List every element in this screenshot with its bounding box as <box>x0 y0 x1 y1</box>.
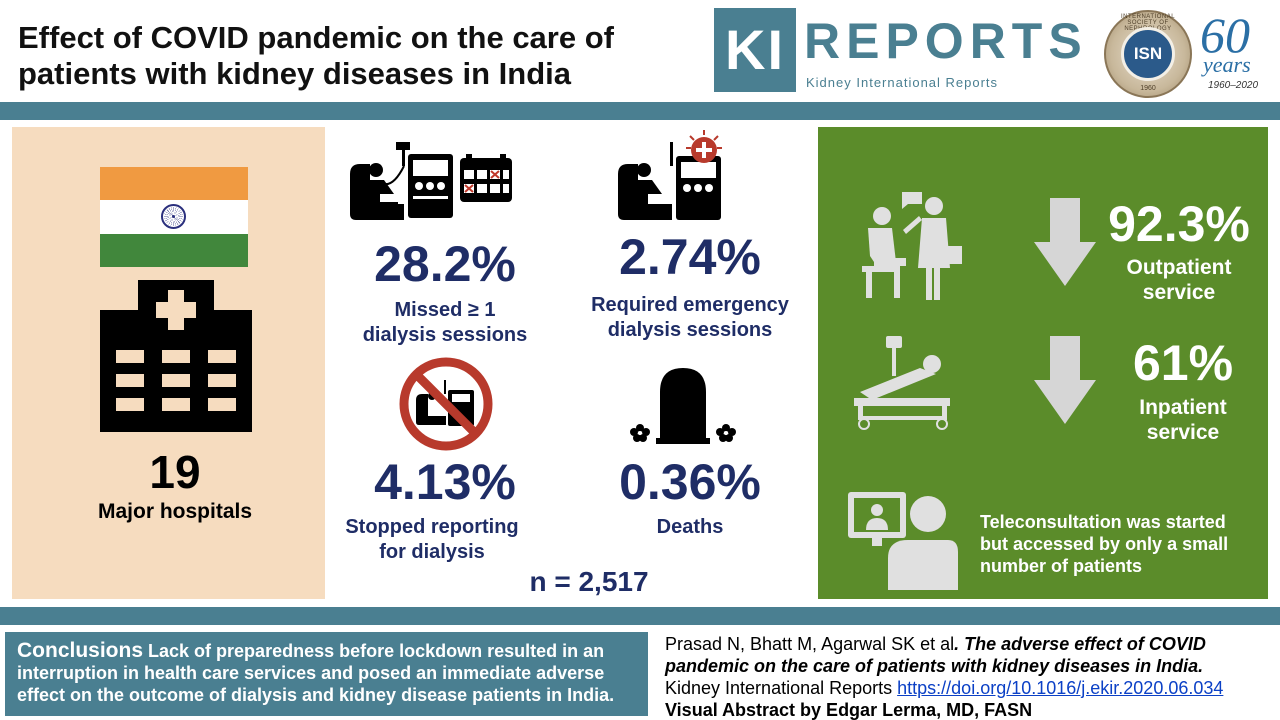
missed-dialysis-label-line2: dialysis sessions <box>362 324 528 346</box>
conclusions-text: Lack of preparedness before lockdown res… <box>17 641 615 705</box>
conclusions-box: Conclusions Lack of preparedness before … <box>5 632 648 716</box>
stopped-reporting-label: Stopped reporting for dialysis <box>302 515 562 565</box>
page-title: Effect of COVID pandemic on the care of … <box>18 20 614 91</box>
stopped-reporting-percent: 4.13% <box>374 454 516 510</box>
emergency-dialysis-label-line2: dialysis sessions <box>607 319 773 341</box>
sample-size: n = 2,517 <box>529 566 649 597</box>
stopped-reporting-label-line1: Stopped reporting <box>345 516 519 538</box>
inpatient-percent: 61% <box>1132 335 1234 391</box>
inpatient-label-line1: Inpatient <box>1139 396 1227 419</box>
anniversary-word: years <box>1203 52 1251 77</box>
hospital-building-icon <box>100 280 252 432</box>
isn-initials: ISN <box>1121 27 1175 81</box>
anniversary-number: 60 <box>1200 7 1250 63</box>
header-divider-bar <box>0 102 1280 120</box>
visual-abstract-credit: Visual Abstract by Edgar Lerma, MD, FASN <box>665 700 1033 720</box>
hospital-count-label: Major hospitals <box>97 500 253 523</box>
citation-article-title: . The adverse effect of COVID pandemic o… <box>665 634 1206 676</box>
conclusions-heading: Conclusions <box>17 639 144 662</box>
dialysis-calendar-icon <box>350 142 512 220</box>
outpatient-label-line2: service <box>1142 281 1216 304</box>
anniversary-range: 1960–2020 <box>1208 80 1259 91</box>
inpatient-label: Inpatient service <box>1088 395 1278 445</box>
isn-seal-logo: INTERNATIONAL SOCIETY OF NEPHROLOGY ISN … <box>1104 10 1192 98</box>
emergency-dialysis-label-line1: Required emergency <box>591 294 789 316</box>
ki-reports-subtitle: Kidney International Reports <box>806 75 999 90</box>
isn-founded-year: 1960 <box>1140 85 1156 92</box>
deaths-percent: 0.36% <box>619 454 761 510</box>
missed-dialysis-label: Missed ≥ 1 dialysis sessions <box>315 298 575 348</box>
emergency-dialysis-icon <box>618 130 722 220</box>
outpatient-label: Outpatient service <box>1084 255 1274 305</box>
doctor-consultation-icon <box>862 192 962 300</box>
ki-reports-logo-text: REPORTS <box>804 13 1088 69</box>
ashoka-chakra-icon <box>161 204 186 229</box>
ki-logo-mark: KI <box>714 8 796 92</box>
hospital-count: 19 <box>149 446 201 498</box>
outpatient-label-line1: Outpatient <box>1126 256 1232 279</box>
teleconsultation-note: Teleconsultation was started but accesse… <box>980 512 1229 576</box>
india-flag-icon <box>100 167 248 267</box>
no-dialysis-icon <box>399 357 493 451</box>
stopped-reporting-label-line2: for dialysis <box>379 541 485 563</box>
down-arrow-icon <box>1034 336 1096 424</box>
emergency-dialysis-percent: 2.74% <box>619 229 761 285</box>
missed-dialysis-percent: 28.2% <box>374 236 516 292</box>
deaths-label: Deaths <box>656 516 724 538</box>
outpatient-percent: 92.3% <box>1108 196 1250 252</box>
down-arrow-icon <box>1034 198 1096 286</box>
citation-journal: Kidney International Reports <box>665 678 898 698</box>
missed-dialysis-label-line1: Missed ≥ 1 <box>394 299 496 321</box>
teleconsultation-icon <box>848 492 958 590</box>
footer-divider-bar <box>0 607 1280 625</box>
inpatient-label-line2: service <box>1146 421 1220 444</box>
emergency-dialysis-label: Required emergency dialysis sessions <box>560 293 820 343</box>
citation-authors: Prasad N, Bhatt M, Agarwal SK et al <box>665 634 955 654</box>
citation-doi-link[interactable]: https://doi.org/10.1016/j.ekir.2020.06.0… <box>897 678 1224 698</box>
hospital-bed-icon <box>854 336 950 430</box>
gravestone-icon <box>630 368 736 444</box>
citation-block: Prasad N, Bhatt M, Agarwal SK et al. The… <box>665 633 1275 720</box>
